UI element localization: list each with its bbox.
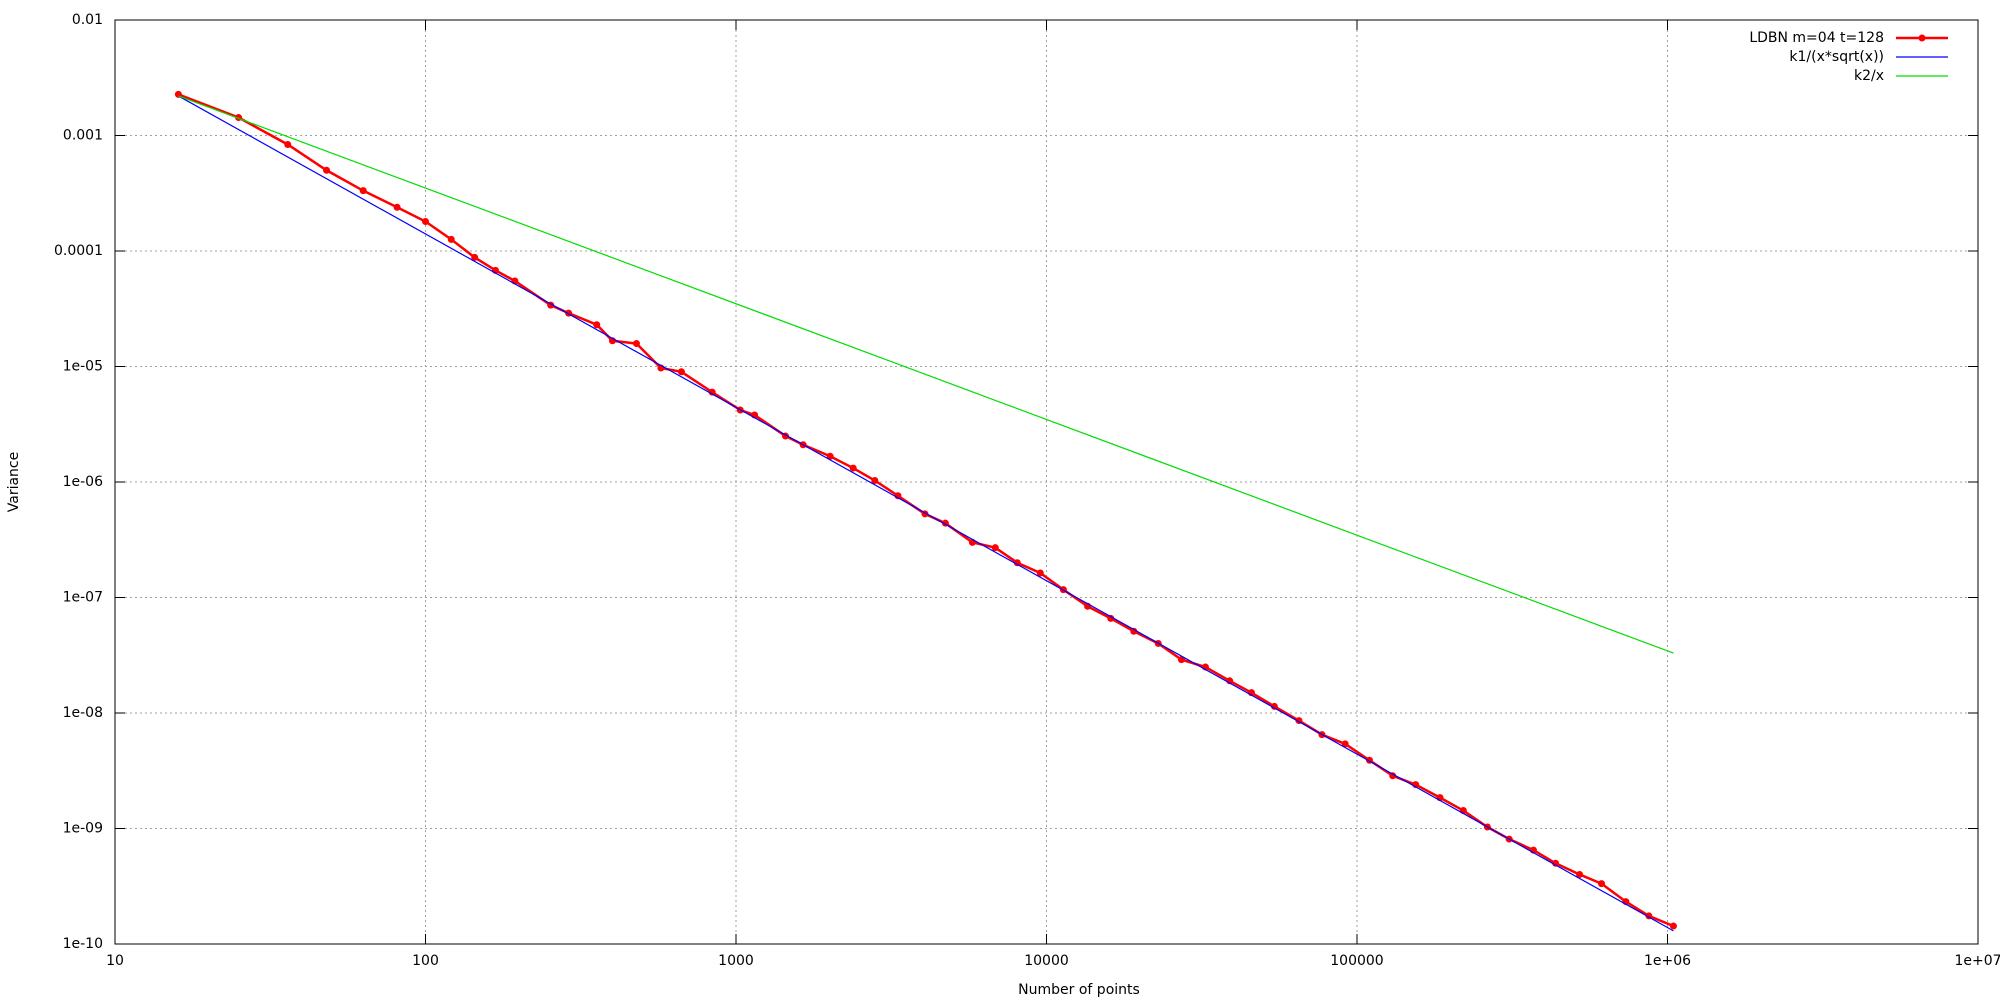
legend-label: LDBN m=04 t=128 xyxy=(1749,30,1884,46)
data-point xyxy=(593,321,601,329)
x-tick-label: 1e+07 xyxy=(1954,953,2000,969)
data-point xyxy=(1130,627,1138,635)
legend-marker xyxy=(1918,34,1926,42)
legend-label: k1/(x*sqrt(x)) xyxy=(1789,49,1884,65)
x-tick-label: 1e+06 xyxy=(1644,953,1691,969)
series-line xyxy=(178,95,1674,932)
series-line xyxy=(177,93,1674,928)
y-tick-label: 1e-08 xyxy=(63,705,103,721)
data-point xyxy=(871,477,879,485)
legend-label: k2/x xyxy=(1854,68,1884,84)
data-point xyxy=(1177,656,1185,664)
data-point xyxy=(447,235,455,243)
y-tick-label: 1e-05 xyxy=(63,359,103,375)
data-point xyxy=(1341,740,1349,748)
y-tick-label: 0.01 xyxy=(72,12,103,28)
data-point xyxy=(471,253,479,261)
y-tick-label: 0.001 xyxy=(63,128,103,144)
data-point xyxy=(1552,859,1560,867)
series-line xyxy=(178,95,1674,654)
y-tick-label: 1e-09 xyxy=(63,821,103,837)
data-point xyxy=(826,452,834,460)
data-point xyxy=(991,544,999,552)
data-point xyxy=(1669,922,1677,930)
data-point xyxy=(894,492,902,500)
y-axis-label: Variance xyxy=(6,452,22,512)
data-point xyxy=(1389,772,1397,780)
data-point xyxy=(849,464,857,472)
data-point xyxy=(708,388,716,396)
x-tick-label: 100 xyxy=(412,953,439,969)
y-tick-label: 1e-07 xyxy=(63,590,103,606)
x-axis-label: Number of points xyxy=(1018,982,1140,998)
x-tick-label: 10 xyxy=(106,953,124,969)
data-point xyxy=(422,218,429,226)
data-point xyxy=(1036,569,1044,577)
x-tick-label: 1000 xyxy=(718,953,754,969)
data-point xyxy=(1576,870,1584,878)
y-tick-label: 1e-06 xyxy=(63,474,103,490)
data-point xyxy=(1013,559,1021,567)
data-point xyxy=(1270,702,1278,710)
data-point xyxy=(1598,880,1606,888)
x-tick-label: 100000 xyxy=(1330,953,1383,969)
data-point xyxy=(393,203,401,211)
data-point xyxy=(1107,614,1115,622)
plot-frame xyxy=(114,19,1979,945)
data-point xyxy=(323,166,331,174)
data-point xyxy=(632,340,640,348)
y-tick-label: 0.0001 xyxy=(54,243,103,259)
data-point xyxy=(284,140,292,148)
y-tick-label: 1e-10 xyxy=(63,936,103,952)
data-point xyxy=(677,368,685,376)
x-tick-label: 10000 xyxy=(1024,953,1069,969)
data-point xyxy=(359,187,367,195)
